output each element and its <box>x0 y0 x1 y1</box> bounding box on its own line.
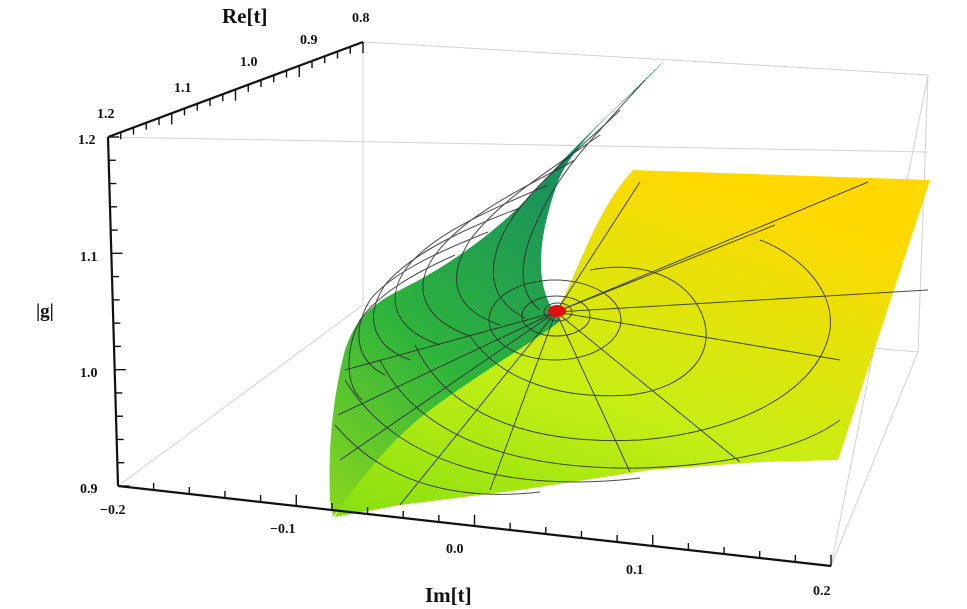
re-tick-label: 1.2 <box>97 107 115 122</box>
re-tick-labels: 1.2 1.1 1.0 0.9 0.8 <box>97 11 370 122</box>
re-tick-label: 0.9 <box>300 33 318 48</box>
z-tick-label: 0.9 <box>80 482 98 497</box>
z-tick-label: 1.0 <box>80 366 98 381</box>
tick-marks <box>107 42 832 566</box>
z-axis-title: |g| <box>36 301 54 322</box>
re-tick-label: 1.1 <box>174 81 192 96</box>
re-axis-title: Re[t] <box>222 4 267 28</box>
re-tick-label: 0.8 <box>352 11 370 26</box>
mesh-lines <box>334 79 929 506</box>
im-tick-label: −0.2 <box>100 503 125 518</box>
re-tick-label: 1.0 <box>240 55 258 70</box>
im-tick-label: 0.0 <box>446 542 464 557</box>
z-tick-label: 1.1 <box>80 250 98 265</box>
im-tick-labels: −0.2 −0.1 0.0 0.1 0.2 <box>100 503 831 599</box>
z-tick-labels: 0.9 1.0 1.1 1.2 <box>78 133 98 497</box>
z-axis-line <box>106 136 120 487</box>
im-tick-label: −0.1 <box>270 522 295 537</box>
yellow-surface <box>335 170 930 517</box>
im-tick-label: 0.1 <box>626 563 644 578</box>
im-axis-title: Im[t] <box>425 583 472 607</box>
branch-point-marker <box>548 305 566 317</box>
green-surface <box>329 60 665 517</box>
z-tick-label: 1.2 <box>78 133 96 148</box>
im-tick-label: 0.2 <box>813 584 831 599</box>
